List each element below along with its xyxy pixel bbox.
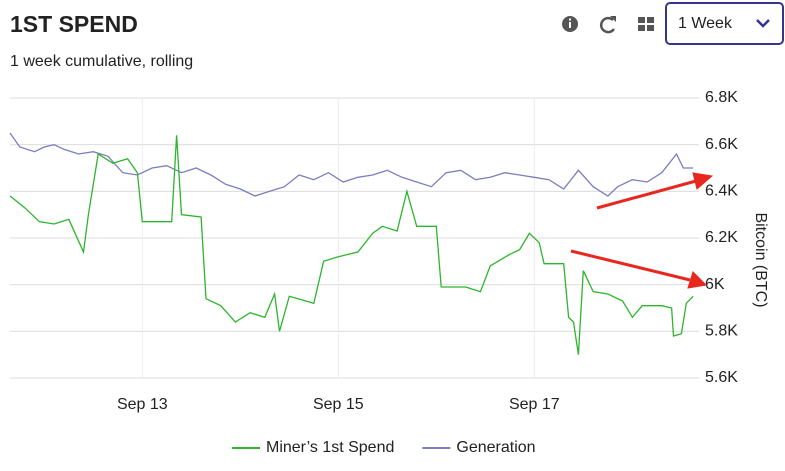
x-tick-label: Sep 17 — [509, 396, 560, 413]
series-line — [9, 132, 694, 197]
series-line — [9, 135, 694, 355]
info-icon[interactable] — [562, 16, 578, 32]
legend-label: Generation — [456, 439, 535, 456]
chart-subtitle: 1 week cumulative, rolling — [10, 53, 193, 70]
x-tick-label: Sep 15 — [313, 396, 364, 413]
y-tick-label: 6K — [705, 276, 725, 293]
y-tick-label: 6.4K — [705, 183, 738, 200]
plot: 5.6K 5.8K 6K 6.2K 6.4K 6.6K 6.8K Sep 13 Sep 15 Se… — [9, 89, 738, 413]
legend-label: Miner’s 1st Spend — [266, 439, 394, 456]
refresh-icon[interactable] — [599, 16, 616, 34]
y-tick-label: 6.8K — [705, 89, 738, 106]
annotation-arrows — [570, 172, 714, 289]
y-tick-label: 6.2K — [705, 229, 738, 246]
y-tick-label: 6.6K — [705, 136, 738, 153]
dropdown-text: 1 Week — [678, 15, 733, 32]
y-tick-label: 5.8K — [705, 323, 738, 340]
grid-icon[interactable] — [638, 17, 654, 31]
y-axis-label: Bitcoin (BTC) — [752, 212, 769, 307]
chart-title: 1ST SPEND — [10, 11, 138, 37]
range-dropdown[interactable]: 1 Week — [665, 2, 784, 45]
x-tick-label: Sep 13 — [117, 396, 168, 413]
y-tick-label: 5.6K — [705, 369, 738, 386]
